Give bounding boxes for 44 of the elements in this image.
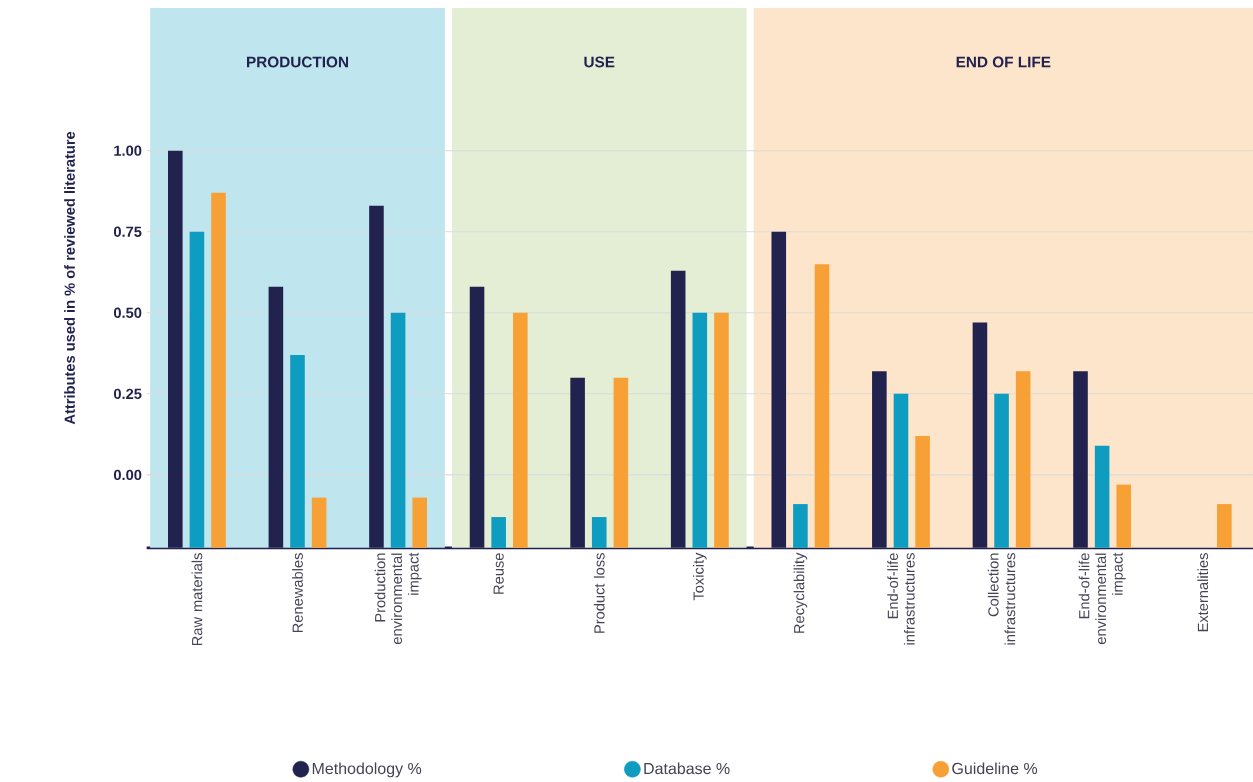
- x-tick-label: End-of-life environmental impact: [1078, 552, 1126, 644]
- x-tick-label: Externalities: [1197, 552, 1209, 631]
- x-tick-label: Reuse: [493, 553, 504, 594]
- bar: [814, 263, 830, 548]
- bar: [893, 393, 909, 548]
- bar: [591, 516, 607, 548]
- y-tick-label: 0.75: [113, 226, 142, 237]
- band-label: PRODUCTION: [247, 56, 348, 68]
- bar: [189, 231, 205, 548]
- x-tick-label: Production environmental impact: [374, 552, 422, 644]
- bar: [491, 516, 506, 548]
- y-tick-label: 0.00: [113, 469, 142, 480]
- bar: [1116, 484, 1132, 548]
- x-tick-label: Renewables: [292, 552, 303, 632]
- bar: [692, 312, 708, 548]
- band-label: USE: [584, 56, 615, 68]
- x-tick-label: Raw materials: [191, 552, 203, 645]
- bar: [412, 497, 427, 548]
- bar: [1094, 445, 1110, 548]
- x-tick-label: Recyclability: [793, 552, 808, 633]
- x-tick-label: Toxicity: [692, 552, 707, 601]
- bar: [793, 503, 808, 548]
- bar: [915, 435, 930, 548]
- bar: [311, 497, 327, 548]
- bar: [994, 393, 1009, 548]
- band-label: END OF LIFE: [956, 56, 1051, 68]
- bar: [211, 192, 226, 548]
- bar: [290, 354, 305, 548]
- bar: [512, 312, 528, 548]
- y-axis-title: Attributes used in % of reviewed literature: [64, 131, 75, 425]
- bar: [1015, 370, 1031, 548]
- bar: [390, 312, 406, 548]
- y-tick-label: 0.25: [113, 388, 142, 399]
- x-tick-label: End-of-life infrastructures: [887, 552, 915, 645]
- y-tick-label: 1.00: [114, 145, 142, 156]
- legend-label: Methodology %: [312, 762, 422, 778]
- bar: [613, 377, 629, 548]
- bar: [1217, 503, 1232, 548]
- y-tick-label: 0.50: [113, 307, 142, 318]
- legend-label: Database %: [644, 762, 730, 774]
- x-tick-label: Collection infrastructures: [987, 552, 1016, 645]
- x-tick-label: Product loss: [593, 552, 605, 633]
- bar: [714, 312, 729, 548]
- legend-label: Guideline %: [952, 762, 1038, 774]
